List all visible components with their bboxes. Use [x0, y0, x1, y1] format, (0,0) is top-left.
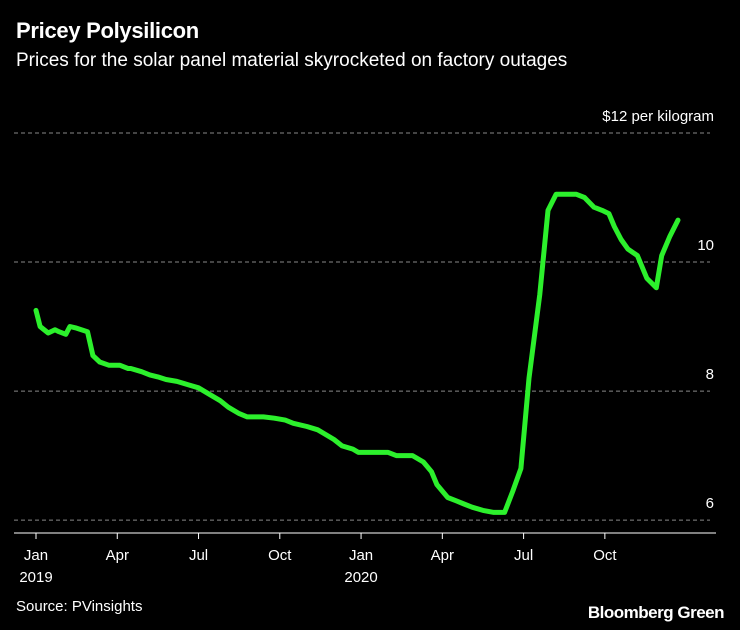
- price-series-line: [33, 191, 681, 515]
- source-note: Source: PVinsights: [16, 598, 143, 615]
- x-tick-label: Oct: [268, 547, 292, 564]
- chart-title: Pricey Polysilicon: [16, 18, 199, 43]
- x-tick-label: Apr: [431, 547, 454, 564]
- chart-subtitle: Prices for the solar panel material skyr…: [16, 50, 568, 71]
- y-tick-label: $12 per kilogram: [602, 108, 714, 125]
- y-tick-label: 10: [697, 237, 714, 254]
- x-tick-label: Jan: [24, 547, 48, 564]
- x-tick-label: Jul: [189, 547, 208, 564]
- y-tick-label: 6: [706, 495, 714, 512]
- x-tick-label: Jan: [349, 547, 373, 564]
- x-tick-label: Apr: [106, 547, 129, 564]
- x-tick-label: Jul: [514, 547, 533, 564]
- x-tick-label: Oct: [593, 547, 617, 564]
- x-tick-year: 2020: [344, 569, 377, 586]
- brand-logo: Bloomberg Green: [587, 603, 725, 622]
- x-tick-year: 2019: [19, 569, 52, 586]
- y-tick-label: 8: [706, 366, 714, 383]
